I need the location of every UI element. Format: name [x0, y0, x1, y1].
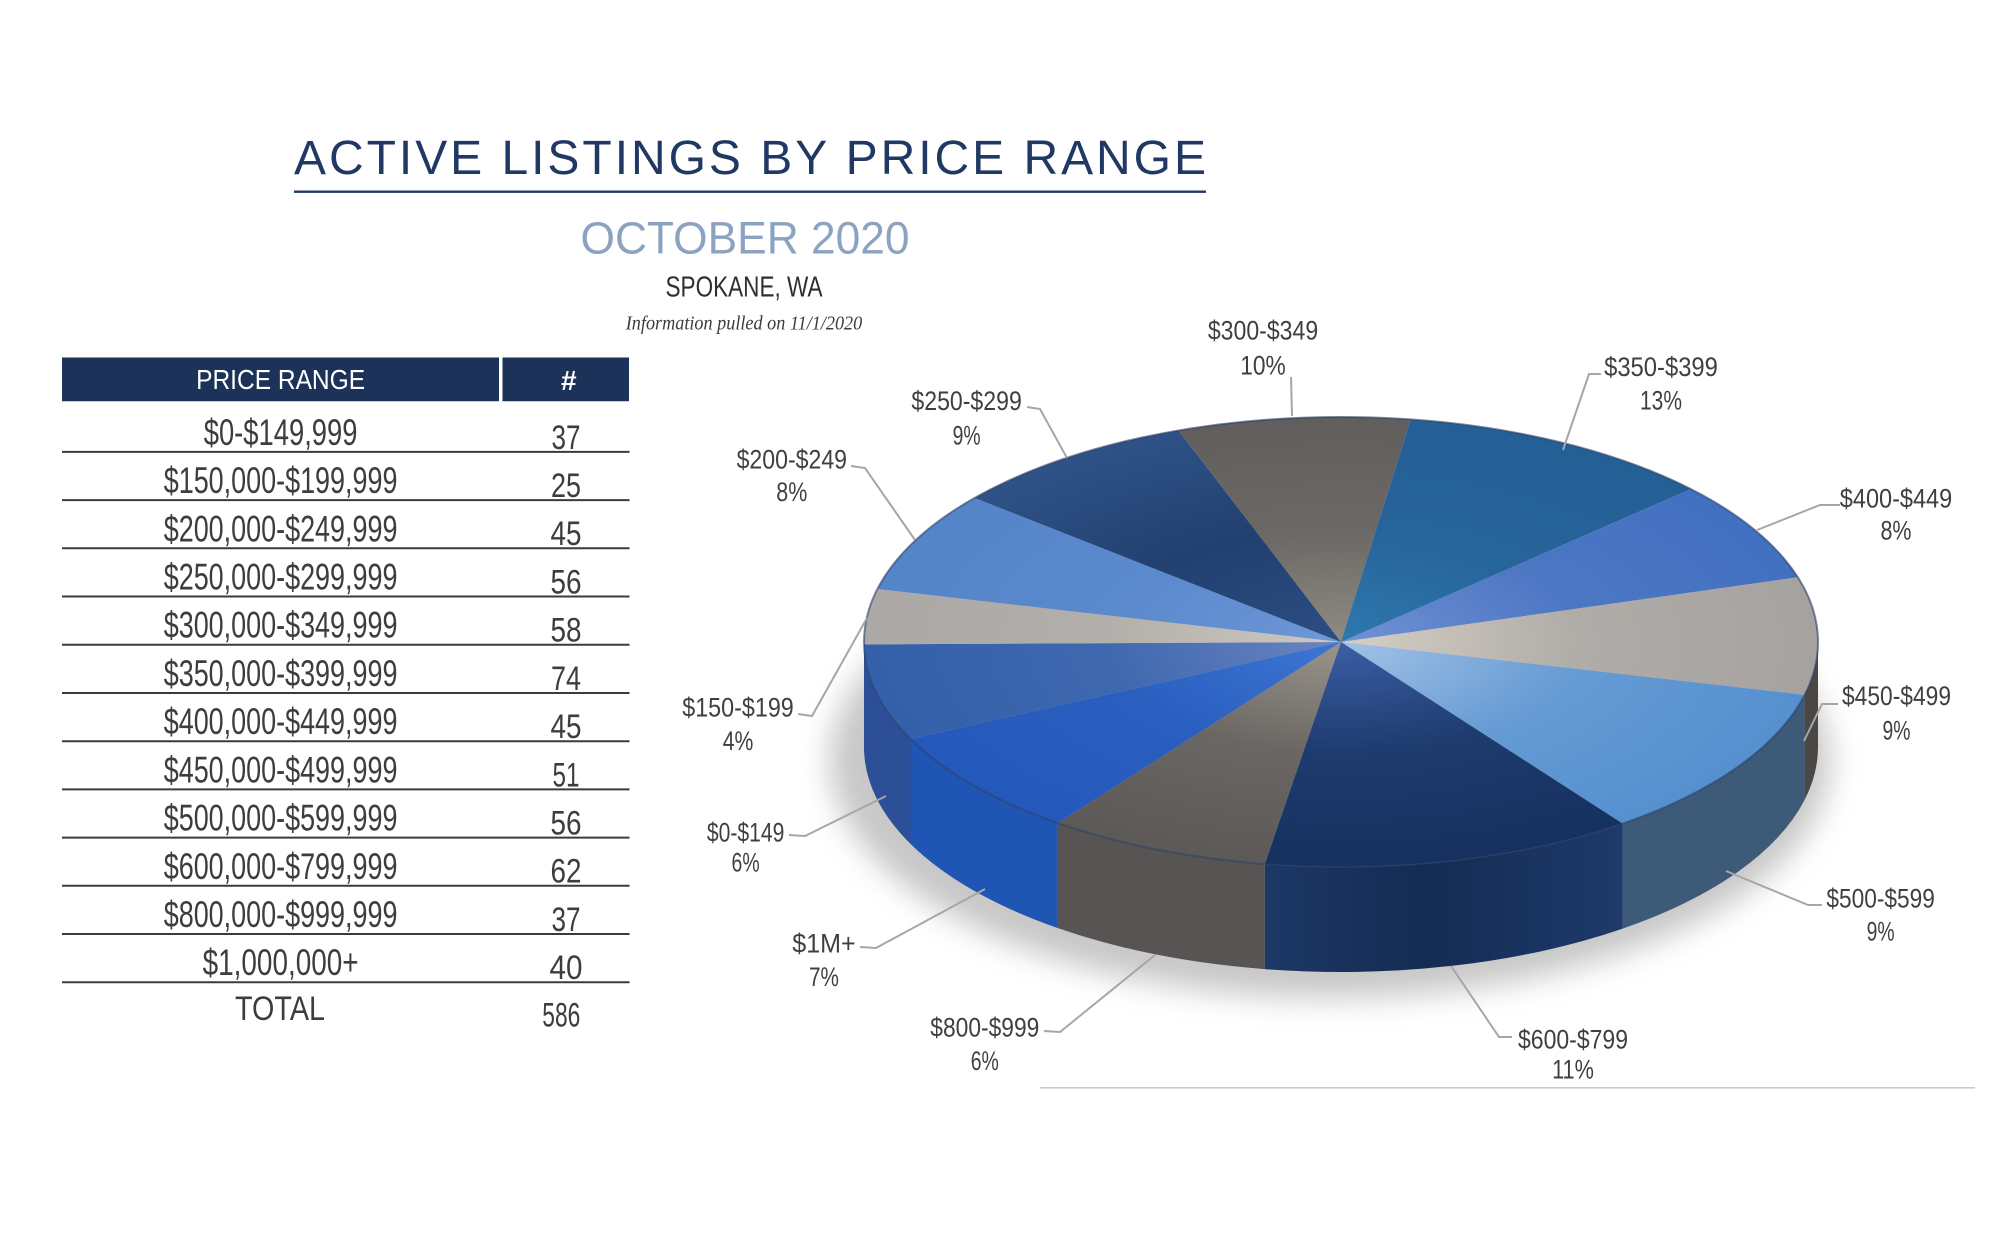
- svg-text:$800-$999: $800-$999: [930, 1013, 1039, 1043]
- svg-text:7%: 7%: [809, 962, 839, 992]
- svg-text:51: 51: [553, 756, 580, 794]
- svg-text:37: 37: [552, 419, 581, 457]
- svg-text:SPOKANE, WA: SPOKANE, WA: [666, 272, 824, 304]
- svg-text:$300,000-$349,999: $300,000-$349,999: [164, 604, 398, 646]
- svg-text:4%: 4%: [723, 726, 754, 756]
- svg-text:$0-$149: $0-$149: [707, 818, 785, 848]
- svg-text:6%: 6%: [732, 848, 760, 878]
- svg-text:$150-$199: $150-$199: [682, 693, 794, 723]
- svg-text:56: 56: [551, 563, 582, 601]
- svg-text:$800,000-$999,999: $800,000-$999,999: [164, 893, 398, 935]
- svg-text:PRICE RANGE: PRICE RANGE: [196, 364, 365, 395]
- svg-text:$400,000-$449,999: $400,000-$449,999: [164, 700, 398, 742]
- svg-text:$0-$149,999: $0-$149,999: [204, 411, 358, 453]
- svg-text:$250,000-$299,999: $250,000-$299,999: [164, 556, 398, 598]
- svg-text:45: 45: [551, 708, 582, 746]
- svg-text:45: 45: [551, 515, 582, 553]
- svg-text:$150,000-$199,999: $150,000-$199,999: [164, 459, 398, 501]
- svg-text:$200,000-$249,999: $200,000-$249,999: [164, 507, 398, 549]
- svg-text:74: 74: [551, 660, 581, 698]
- svg-text:11%: 11%: [1552, 1054, 1594, 1084]
- svg-text:6%: 6%: [971, 1046, 999, 1076]
- svg-text:TOTAL: TOTAL: [235, 990, 325, 1028]
- svg-text:$1M+: $1M+: [792, 928, 855, 958]
- svg-text:8%: 8%: [1881, 516, 1912, 546]
- svg-text:9%: 9%: [953, 421, 981, 451]
- svg-text:$500,000-$599,999: $500,000-$599,999: [164, 797, 398, 839]
- svg-text:$350-$399: $350-$399: [1604, 352, 1718, 382]
- svg-text:586: 586: [542, 996, 580, 1034]
- svg-text:25: 25: [551, 467, 581, 505]
- svg-text:$350,000-$399,999: $350,000-$399,999: [164, 652, 398, 694]
- svg-text:13%: 13%: [1640, 386, 1682, 416]
- svg-text:58: 58: [551, 612, 582, 650]
- svg-text:$400-$449: $400-$449: [1840, 484, 1952, 514]
- svg-text:10%: 10%: [1240, 351, 1286, 381]
- svg-text:$300-$349: $300-$349: [1208, 316, 1318, 346]
- svg-text:8%: 8%: [776, 477, 807, 507]
- svg-text:37: 37: [552, 901, 581, 939]
- svg-text:Information pulled on 11/1/202: Information pulled on 11/1/2020: [625, 313, 862, 335]
- svg-text:40: 40: [550, 949, 583, 987]
- svg-text:56: 56: [551, 805, 582, 843]
- svg-text:9%: 9%: [1867, 916, 1895, 946]
- svg-text:ACTIVE LISTINGS BY PRICE RANGE: ACTIVE LISTINGS BY PRICE RANGE: [294, 132, 1206, 185]
- svg-text:$500-$599: $500-$599: [1826, 884, 1935, 914]
- svg-text:$450-$499: $450-$499: [1842, 681, 1951, 711]
- svg-text:9%: 9%: [1883, 716, 1911, 746]
- svg-text:$600-$799: $600-$799: [1518, 1025, 1628, 1055]
- svg-text:$200-$249: $200-$249: [737, 445, 847, 475]
- svg-text:#: #: [561, 365, 577, 396]
- svg-text:$1,000,000+: $1,000,000+: [203, 941, 359, 983]
- svg-text:$600,000-$799,999: $600,000-$799,999: [164, 845, 398, 887]
- svg-text:62: 62: [551, 853, 582, 891]
- svg-text:$450,000-$499,999: $450,000-$499,999: [164, 748, 398, 790]
- svg-text:$250-$299: $250-$299: [911, 386, 1021, 416]
- svg-text:OCTOBER 2020: OCTOBER 2020: [581, 213, 910, 264]
